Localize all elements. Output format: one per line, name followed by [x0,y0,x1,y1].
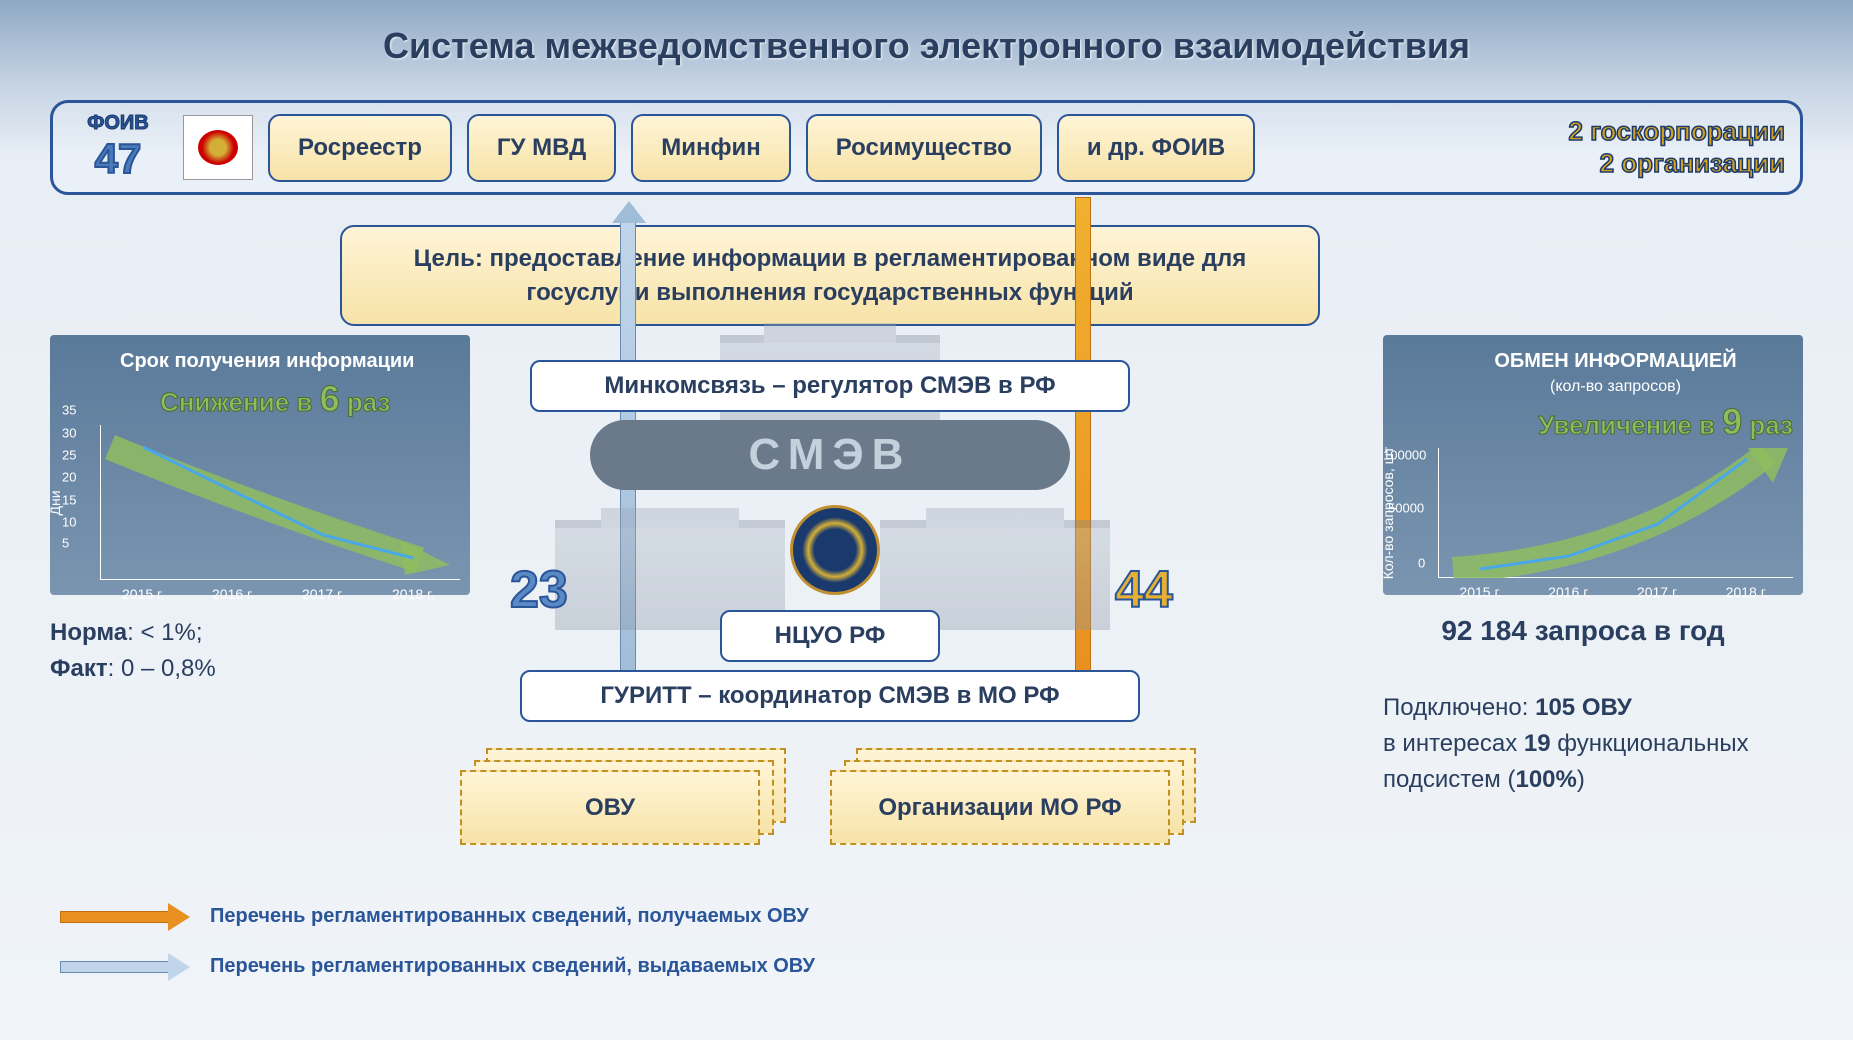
legend-orange-text: Перечень регламентированных сведений, по… [210,905,809,928]
page-title: Система межведомственного электронного в… [0,25,1853,67]
chart-right-title: ОБМЕН ИНФОРМАЦИЕЙ [1438,350,1793,373]
stats-left: Норма: < 1%; Факт: 0 – 0,8% [50,615,216,687]
chart-left-ylabel: Дни [47,490,63,515]
org-other-foiv: и др. ФОИВ [1057,114,1255,182]
org-mo-stack: Организации МО РФ [830,770,1170,845]
goal-box: Цель: предоставление информации в реглам… [340,225,1320,326]
blue-arrow-icon [60,958,190,976]
foiv-label: ФОИВ [68,112,168,135]
number-44: 44 [1115,560,1173,620]
smev-cloud: СМЭВ [590,420,1070,490]
corp-line1: 2 госкорпорации [1569,116,1785,147]
chart-left-title: Срок получения информации [120,350,460,373]
chart-right-area: Кол-во запросов, шт 0 50000 100000 2015 … [1438,448,1793,578]
chart-right-highlight: Увеличение в 9 раз [1438,401,1793,443]
foiv-badge: ФОИВ 47 [68,112,168,183]
corporations-text: 2 госкорпорации 2 организации [1569,116,1785,178]
number-23: 23 [510,560,568,620]
legend-blue-text: Перечень регламентированных сведений, вы… [210,955,815,978]
org-minfin: Минфин [631,114,791,182]
federal-emblem-icon [183,115,253,180]
legend-orange: Перечень регламентированных сведений, по… [60,905,809,928]
foiv-number: 47 [68,135,168,183]
corp-line2: 2 организации [1569,148,1785,179]
chart-left: Срок получения информации Снижение в 6 р… [50,335,470,595]
guritt-box: ГУРИТТ – координатор СМЭВ в МО РФ [520,670,1140,722]
regulator-box: Минкомсвязь – регулятор СМЭВ в РФ [530,360,1130,412]
org-gumvd: ГУ МВД [467,114,616,182]
ncuo-emblem-icon [790,505,880,595]
chart-left-area: Дни 5 10 15 20 25 30 35 2015 г. 2016 г. … [100,425,460,580]
org-rosimushestvo: Росимущество [806,114,1042,182]
chart-left-highlight: Снижение в 6 раз [160,378,460,420]
ncuo-box: НЦУО РФ [720,610,940,662]
chart-right-subtitle: (кол-во запросов) [1438,378,1793,396]
chart-right: ОБМЕН ИНФОРМАЦИЕЙ (кол-во запросов) Увел… [1383,335,1803,595]
stats-requests: 92 184 запроса в год [1383,615,1783,647]
legend-blue: Перечень регламентированных сведений, вы… [60,955,815,978]
stats-connected: Подключено: 105 ОВУ в интересах 19 функц… [1383,690,1803,798]
ovu-stack: ОВУ [460,770,760,845]
orange-arrow-icon [60,908,190,926]
org-rosreestr: Росреестр [268,114,452,182]
top-orgs-container: ФОИВ 47 Росреестр ГУ МВД Минфин Росимуще… [50,100,1803,195]
